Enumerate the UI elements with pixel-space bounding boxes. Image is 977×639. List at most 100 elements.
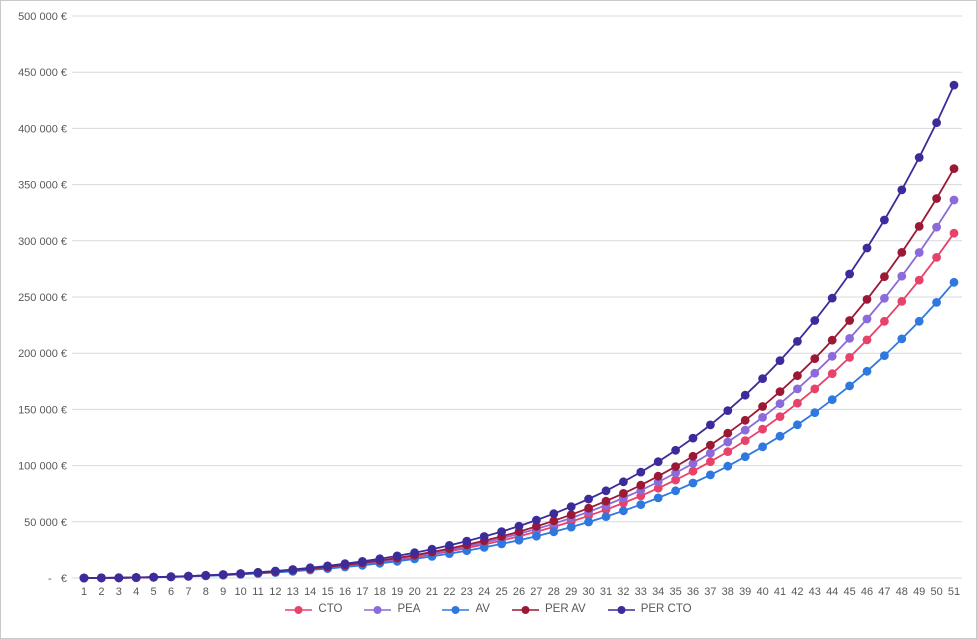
x-axis-label: 15 [321,586,333,598]
data-point-av [688,478,698,488]
data-point-av [532,531,541,541]
legend-label: AV [475,603,490,615]
data-point-cto [671,475,680,485]
data-point-av [566,522,576,532]
data-point-per-cto [532,515,541,525]
data-point-per-cto [723,406,733,415]
x-axis-label: 33 [635,586,647,598]
legend-dot-icon [617,605,626,614]
series-line-per-cto [83,84,955,579]
data-point-per-cto [305,563,315,573]
data-point-per-cto [166,572,176,582]
data-point-av [810,408,820,418]
x-axis-label: 27 [530,586,542,598]
x-axis-label: 18 [374,586,386,598]
x-axis-label: 50 [930,586,942,598]
data-point-cto [653,483,663,493]
series-line-per-av [83,168,955,579]
data-point-av [880,351,889,360]
x-axis-label: 51 [948,586,960,598]
legend-item-cto[interactable]: CTO [285,603,342,616]
data-point-av [706,470,715,480]
data-point-per-cto [775,356,785,365]
data-point-pea [793,384,802,394]
data-point-av [845,381,854,391]
data-point-av [497,539,506,549]
data-point-pea [723,437,733,447]
data-point-per-av [601,496,611,506]
x-axis-label: 20 [408,586,420,598]
legend-label: PER AV [544,603,586,615]
data-point-per-cto [427,544,437,554]
data-point-per-cto [880,215,889,225]
y-axis-label: - € [48,573,67,585]
legend-marker-icon [607,605,635,614]
data-point-per-cto [79,573,89,583]
data-point-per-cto [218,570,228,579]
data-point-per-cto [897,185,907,195]
data-point-av [636,500,646,509]
legend-dot-icon [521,605,530,614]
data-point-per-cto [671,445,680,455]
data-point-per-av [845,316,854,325]
x-axis-label: 40 [756,586,768,598]
data-point-av [758,442,767,452]
y-axis-label: 400 000 € [18,123,67,135]
y-axis-label: 50 000 € [24,517,67,529]
x-axis-label: 21 [426,586,438,598]
legend-item-per-av[interactable]: PER AV [511,603,586,616]
data-point-per-cto [97,573,106,583]
data-point-per-cto [114,573,124,583]
data-point-av [479,543,489,552]
data-point-per-av [740,415,750,425]
legend-label: PER CTO [640,603,692,615]
data-point-per-av [810,354,820,363]
legend-dot-icon [451,605,460,614]
data-point-cto [827,369,837,379]
x-axis-label: 11 [252,586,263,598]
data-point-per-cto [793,337,802,346]
data-point-pea [758,413,767,422]
data-point-cto [932,253,941,262]
legend-item-pea[interactable]: PEA [364,603,420,616]
data-point-per-cto [845,269,854,279]
data-point-per-av [549,516,559,526]
x-axis-label: 35 [669,586,681,598]
data-point-av [601,512,611,521]
x-axis-label: 4 [133,586,139,598]
x-axis-label: 29 [565,586,577,598]
x-axis-label: 7 [185,586,191,598]
data-point-per-av [532,522,541,531]
data-point-per-cto [862,243,872,253]
data-point-cto [793,398,802,408]
data-point-per-cto [497,527,506,536]
x-axis-label: 8 [203,586,209,598]
data-point-per-cto [949,80,959,90]
data-point-av [653,493,663,503]
data-point-cto [862,335,872,345]
data-point-per-cto [740,390,750,400]
data-point-per-av [671,462,680,471]
legend-item-per-cto[interactable]: PER CTO [607,603,692,616]
data-point-av [949,277,959,287]
x-axis-label: 12 [269,586,281,598]
data-point-cto [845,353,854,362]
data-point-per-cto [445,541,454,550]
x-axis-label: 24 [478,586,490,598]
data-point-per-cto [288,565,298,574]
legend-item-av[interactable]: AV [442,603,490,616]
data-point-cto [758,424,767,434]
data-point-per-cto [184,571,193,581]
data-point-av [775,431,785,441]
data-point-cto [775,412,785,421]
x-axis-label: 48 [896,586,908,598]
x-axis-label: 43 [809,586,821,598]
data-point-cto [723,447,733,456]
data-point-cto [897,297,907,306]
data-point-per-cto [236,569,246,578]
data-point-cto [688,466,698,476]
x-axis-label: 13 [287,586,299,598]
data-point-per-av [914,222,924,231]
data-point-per-av [880,272,889,282]
data-point-per-cto [584,494,593,504]
